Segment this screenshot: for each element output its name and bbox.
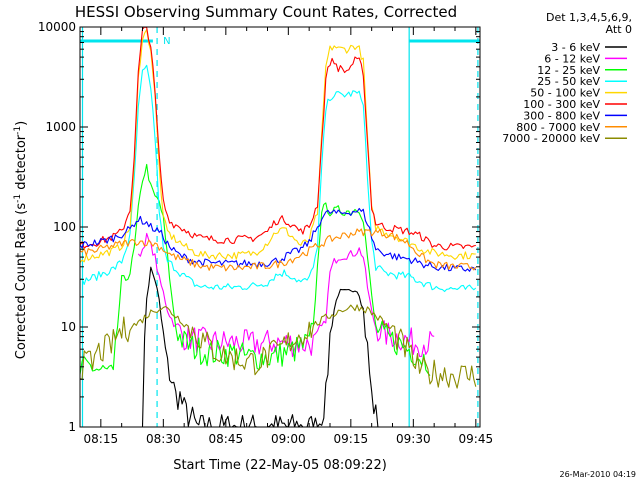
x-tick-label-6: 09:45 (459, 432, 494, 446)
x-axis-label: Start Time (22-May-05 08:09:22) (173, 458, 387, 473)
series-line-3 (79, 64, 477, 293)
footer-date: 26-Mar-2010 04:19 (560, 470, 637, 479)
chart-title: HESSI Observing Summary Count Rates, Cor… (75, 3, 457, 21)
x-tick-label-2: 08:45 (209, 432, 244, 446)
legend-label-1: 6 - 12 keV (544, 52, 600, 65)
series-line-2 (79, 163, 431, 376)
legend-label-6: 300 - 800 keV (523, 109, 600, 122)
series-group (79, 26, 477, 428)
series-line-1 (137, 232, 435, 358)
legend-header-line-1: Det 1,3,4,5,6,9, (546, 11, 632, 24)
y-tick-label-3: 1000 (45, 120, 76, 134)
x-tick-label-5: 09:30 (396, 432, 431, 446)
legend-label-4: 50 - 100 keV (530, 87, 600, 100)
legend-label-3: 25 - 50 keV (537, 75, 600, 88)
series-line-7 (79, 228, 477, 272)
x-tick-label-3: 09:00 (271, 432, 306, 446)
legend-label-7: 800 - 7000 keV (516, 121, 600, 134)
y-tick-label-2: 100 (53, 220, 76, 234)
y-tick-label-1: 10 (61, 320, 76, 334)
y-axis-label: Corrected Count Rate (s-1 detector-1) (13, 121, 29, 359)
series-line-8 (79, 304, 477, 389)
series-line-6 (79, 207, 477, 272)
legend-header-line-2: Att 0 (606, 23, 632, 36)
y-tick-label-4: 10000 (38, 20, 76, 34)
legend-label-2: 12 - 25 keV (537, 64, 600, 77)
x-tick-label-0: 08:15 (84, 432, 119, 446)
series-line-5 (79, 26, 476, 251)
x-tick-label-1: 08:30 (146, 432, 181, 446)
legend-label-8: 7000 - 20000 keV (502, 132, 600, 145)
series-line-4 (79, 29, 476, 263)
legend-label-0: 3 - 6 keV (551, 41, 600, 54)
series-line-0 (141, 266, 380, 428)
x-tick-label-4: 09:15 (334, 432, 369, 446)
flag-label: N (163, 36, 170, 47)
legend-label-5: 100 - 300 keV (523, 98, 600, 111)
axes: 08:15 08:30 08:45 09:00 09:15 09:30 09:45 1 10 10… (38, 20, 493, 446)
attenuator-flags: N (80, 27, 480, 427)
y-tick-label-0: 1 (68, 420, 76, 434)
plot-frame (79, 26, 481, 428)
